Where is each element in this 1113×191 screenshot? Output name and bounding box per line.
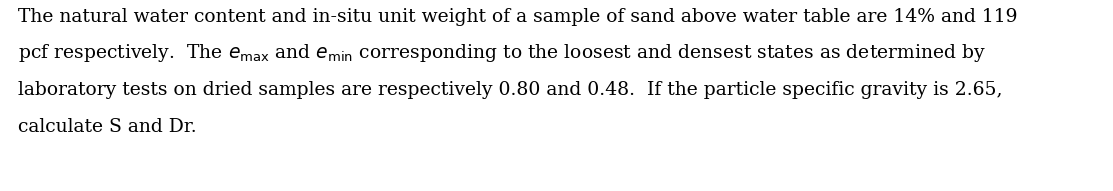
Text: pcf respectively.  The $e_{\mathrm{max}}$ and $e_{\mathrm{min}}$ corresponding t: pcf respectively. The $e_{\mathrm{max}}$… — [18, 43, 986, 65]
Text: laboratory tests on dried samples are respectively 0.80 and 0.48.  If the partic: laboratory tests on dried samples are re… — [18, 81, 1003, 99]
Text: The natural water content and in-situ unit weight of a sample of sand above wate: The natural water content and in-situ un… — [18, 8, 1017, 26]
Text: calculate S and Dr.: calculate S and Dr. — [18, 117, 197, 135]
